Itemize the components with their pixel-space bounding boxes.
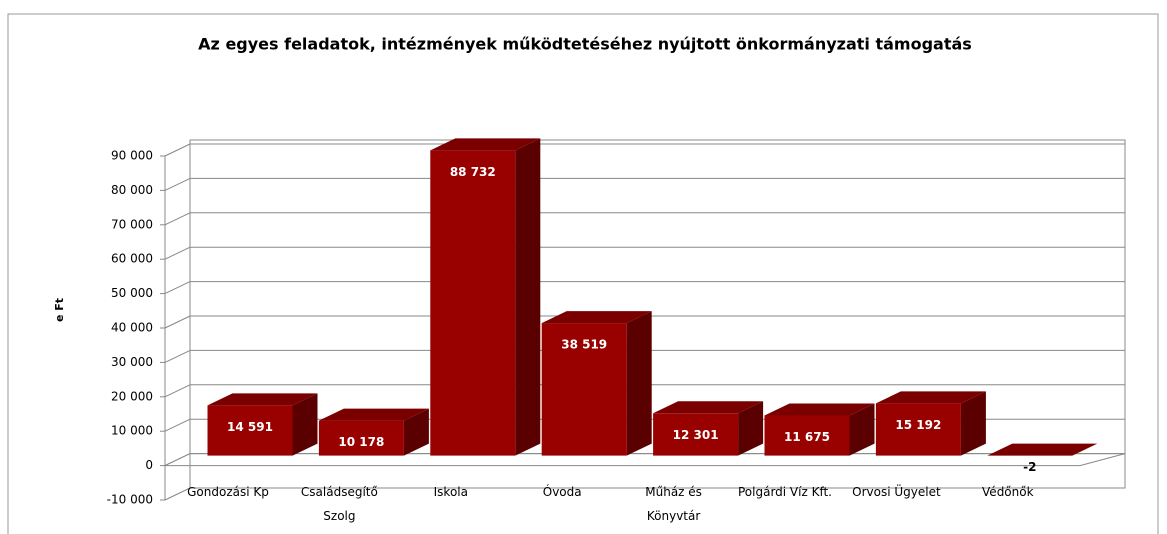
value-label: 38 519 <box>561 338 607 352</box>
bar-side <box>849 403 875 456</box>
x-tick-label: Óvoda <box>542 485 582 499</box>
bar <box>430 150 516 456</box>
bar <box>318 420 404 456</box>
x-tick-label: Orvosi Ügyelet <box>852 485 941 499</box>
y-axis-label: e Ft <box>53 298 66 322</box>
y-tick-label: 40 000 <box>111 321 153 335</box>
y-tick-label: -10 000 <box>107 493 153 507</box>
grid-line <box>164 212 191 226</box>
y-tick-label: 30 000 <box>111 355 153 369</box>
bar-side <box>626 311 652 456</box>
grid-line <box>164 349 191 363</box>
value-label: 88 732 <box>450 165 496 179</box>
grid-line <box>164 487 191 501</box>
bar <box>875 403 961 456</box>
x-tick-label: Családsegítő Szolg <box>300 485 378 523</box>
bar <box>764 415 850 456</box>
bar-side <box>515 138 541 456</box>
y-tick-label: 10 000 <box>111 424 153 438</box>
y-tick-label: 0 <box>145 458 153 472</box>
y-tick-label: 90 000 <box>111 149 153 163</box>
y-tick-label: 20 000 <box>111 389 153 403</box>
bar-side <box>292 393 318 456</box>
x-tick-label: Műház és Könyvtár <box>645 485 702 523</box>
bar-top <box>207 393 318 406</box>
bar <box>653 413 739 456</box>
bar <box>207 405 293 456</box>
bar-top <box>987 443 1098 456</box>
value-label: 11 675 <box>784 430 830 444</box>
value-label: 15 192 <box>895 418 941 432</box>
grid-line <box>164 453 191 467</box>
bar-top <box>653 401 764 414</box>
y-tick-label: 50 000 <box>111 286 153 300</box>
value-label: -2 <box>1023 460 1036 474</box>
bar <box>541 323 627 456</box>
grid-line <box>164 177 191 191</box>
grid-line <box>164 246 191 260</box>
grid-line <box>164 143 191 157</box>
x-tick-label: Védőnők <box>982 485 1034 499</box>
bar-top <box>764 403 875 416</box>
y-tick-label: 60 000 <box>111 252 153 266</box>
value-label: 12 301 <box>673 428 719 442</box>
grid-line <box>164 418 191 432</box>
x-tick-label: Iskola <box>433 485 468 499</box>
chart-border <box>7 13 1159 534</box>
grid-line <box>164 315 191 329</box>
bar-top <box>430 138 541 151</box>
y-tick-label: 80 000 <box>111 183 153 197</box>
x-tick-label: Gondozási Kp <box>187 485 269 499</box>
bar-side <box>960 391 986 456</box>
bar-top <box>875 391 986 404</box>
chart-title: Az egyes feladatok, intézmények működtet… <box>198 35 972 54</box>
y-tick-label: 70 000 <box>111 217 153 231</box>
bar-top <box>318 408 429 421</box>
value-label: 10 178 <box>338 435 384 449</box>
grid-line <box>164 384 191 398</box>
bar-side <box>738 401 764 456</box>
bar-side <box>403 408 429 456</box>
value-label: 14 591 <box>227 420 273 434</box>
x-tick-label: Polgárdi Víz Kft. <box>737 485 832 499</box>
bar-top <box>541 311 652 324</box>
grid-line <box>164 281 191 295</box>
